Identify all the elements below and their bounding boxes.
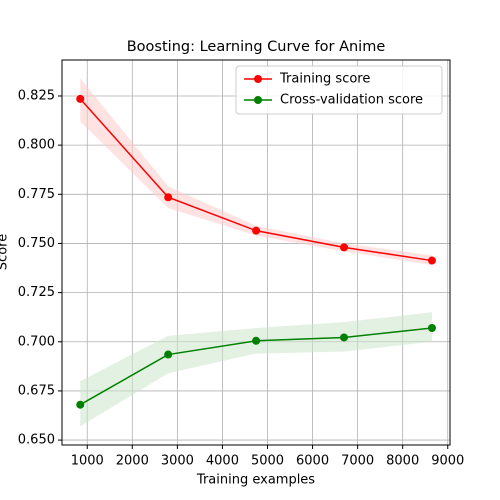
y-tick-label: 0.675 (18, 383, 55, 398)
line (79, 98, 433, 262)
x-tick-label: 7000 (341, 454, 374, 469)
y-tick-label: 0.825 (18, 88, 55, 103)
y-tick-label: 0.800 (18, 138, 55, 153)
x-tick-label: 6000 (296, 454, 329, 469)
legend-box (235, 65, 443, 115)
y-tick-label: 0.700 (18, 334, 55, 349)
point (164, 350, 173, 359)
chart-title: Boosting: Learning Curve for Anime (127, 39, 386, 55)
x-axis-label: Training examples (196, 473, 315, 488)
x-tick-label: 2000 (116, 454, 149, 469)
point (76, 94, 85, 103)
point (427, 256, 436, 265)
point (252, 336, 261, 345)
y-tick-label: 0.650 (18, 433, 55, 448)
x-tick-label: 5000 (251, 454, 284, 469)
legend-marker (254, 75, 262, 83)
x-tick-label: 3000 (161, 454, 194, 469)
point (164, 193, 173, 202)
y-tick-label: 0.750 (18, 236, 55, 251)
legend-marker (254, 96, 262, 104)
y-axis-label: Score (0, 234, 11, 270)
x-tick-label: 1000 (71, 454, 104, 469)
point (340, 333, 349, 342)
x-tick-label: 9000 (431, 454, 464, 469)
legend-label: Training score (279, 72, 370, 87)
y-tick-label: 0.775 (18, 187, 55, 202)
legend-label: Cross-validation score (280, 93, 423, 108)
x-tick-label: 8000 (386, 454, 419, 469)
point (427, 324, 436, 333)
plot-frame (61, 59, 451, 446)
point (340, 243, 349, 252)
point (252, 226, 261, 235)
band (80, 312, 432, 427)
x-tick-label: 4000 (206, 454, 239, 469)
y-tick-label: 0.725 (18, 285, 55, 300)
point (76, 400, 85, 409)
